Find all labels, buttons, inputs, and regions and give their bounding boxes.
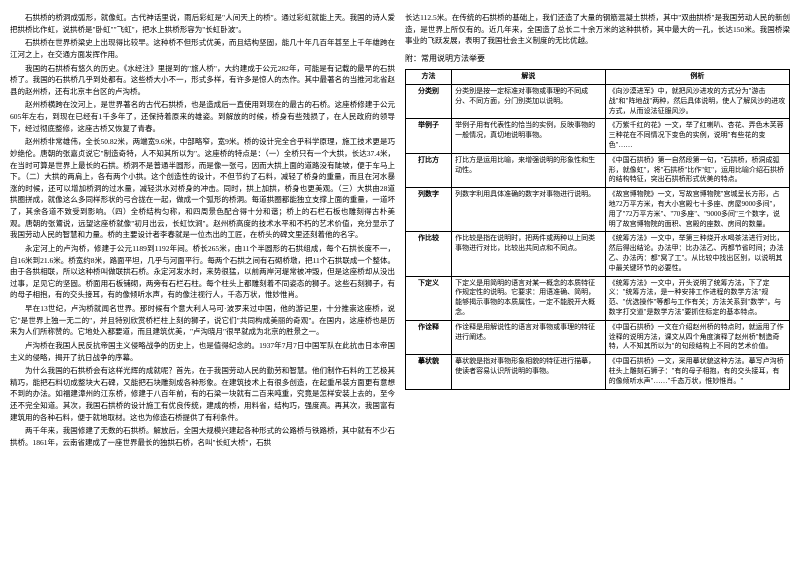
cell-method: 下定义 xyxy=(406,276,452,320)
para: 赵州桥非常雄伟，全长50.82米，两端宽9.6米，中部略窄，宽9米。桥的设计完全… xyxy=(10,136,395,241)
table-row: 下定义 下定义是用简明的语言对某一概念的本质特征作规定性的说明。它要求：用语准确… xyxy=(406,276,790,320)
right-column: 长达112.5米。在传统的石拱桥的基础上，我们还造了大量的钢筋混凝土拱桥，其中"… xyxy=(405,12,790,554)
col-example: 例析 xyxy=(605,70,789,85)
para: 早在13世纪，卢沟桥就闻名世界。那时候有个意大利人马可·波罗来过中国，他的游记里… xyxy=(10,303,395,338)
table-row: 列数字 列数字利用具体准确的数字对事物进行说明。 《故宫博物院》一文，写故宫博物… xyxy=(406,188,790,232)
col-explain: 解说 xyxy=(452,70,606,85)
cell-example: 《统筹方法》一文中，举第三种烧开水喝茶法进行对比，然后得出结论。办法甲：比办法乙… xyxy=(605,232,789,276)
left-column: 石拱桥的桥洞成弧形，就像虹。古代神话里说，雨后彩虹是"人间天上的桥"。通过彩虹就… xyxy=(10,12,395,554)
cell-method: 作诠释 xyxy=(406,320,452,354)
table-row: 摹状貌 摹状貌是指对事物形象相貌的特征进行描摹，使读者容易认识所说明的事物。 《… xyxy=(406,355,790,389)
cell-method: 列数字 xyxy=(406,188,452,232)
table-row: 分类别 分类别是按一定标准对事物或事理的不同成分、不同方面，分门别类加以说明。 … xyxy=(406,85,790,119)
cell-example: 《向沙漠进军》中，就把风沙进攻的方式分为"游击战"和"阵地战"两种，然后具体说明… xyxy=(605,85,789,119)
cell-example: 《统筹方法》一文中，开头说明了统筹方法，下了定义："统筹方法，是一种安排工作进程… xyxy=(605,276,789,320)
cell-method: 摹状貌 xyxy=(406,355,452,389)
para: 永定河上的卢沟桥，修建于公元1189到1192年间。桥长265米，由11个半圆形… xyxy=(10,243,395,301)
cell-explain: 列数字利用具体准确的数字对事物进行说明。 xyxy=(452,188,606,232)
methods-table: 方法 解说 例析 分类别 分类别是按一定标准对事物或事理的不同成分、不同方面，分… xyxy=(405,69,790,389)
cell-explain: 作比较是指在说明时，把两件或两种以上同类事物进行对比，比较出共同点和不同点。 xyxy=(452,232,606,276)
para: 石拱桥的桥洞成弧形，就像虹。古代神话里说，雨后彩虹是"人间天上的桥"。通过彩虹就… xyxy=(10,12,395,35)
para: 为什么我国的石拱桥会有这样光辉的成就呢？首先，在于我国劳动人民的勤劳和智慧。他们… xyxy=(10,365,395,423)
para: 赵州桥横跨在洨河上，是世界著名的古代石拱桥，也是造成后一直使用到现在的最古的石桥… xyxy=(10,99,395,134)
cell-example: 《万紫千红的花》一文，举了红喇叭、杏花、弄色木芙蓉三种花在不同情况下变色的实例，… xyxy=(605,119,789,153)
table-body: 分类别 分类别是按一定标准对事物或事理的不同成分、不同方面，分门别类加以说明。 … xyxy=(406,85,790,390)
table-row: 作比较 作比较是指在说明时，把两件或两种以上同类事物进行对比，比较出共同点和不同… xyxy=(406,232,790,276)
continuation-para: 长达112.5米。在传统的石拱桥的基础上，我们还造了大量的钢筋混凝土拱桥，其中"… xyxy=(405,12,790,47)
cell-explain: 打比方是运用比喻，来增强说明的形象性和生动性。 xyxy=(452,153,606,187)
cell-method: 分类别 xyxy=(406,85,452,119)
cell-method: 举例子 xyxy=(406,119,452,153)
cell-example: 《中国石拱桥》第一自然段第一句，"石拱桥，桥洞成弧形，就像虹"，将"石拱桥"比作… xyxy=(605,153,789,187)
table-title: 附：常用说明方法举要 xyxy=(405,53,790,65)
cell-example: 《中国石拱桥》一文，采用摹状貌这种方法。摹写卢沟桥柱头上雕刻石狮子："有的母子相… xyxy=(605,355,789,389)
cell-explain: 举例子用有代表性的恰当的实例，反映事物的一般情况，真切地说明事物。 xyxy=(452,119,606,153)
cell-explain: 下定义是用简明的语言对某一概念的本质特征作规定性的说明。它要求：用语准确、简明，… xyxy=(452,276,606,320)
col-method: 方法 xyxy=(406,70,452,85)
cell-explain: 分类别是按一定标准对事物或事理的不同成分、不同方面，分门别类加以说明。 xyxy=(452,85,606,119)
cell-method: 打比方 xyxy=(406,153,452,187)
para: 石拱桥在世界桥梁史上出现得比较早。这种桥不但形式优美，而且结构坚固，能几十年几百… xyxy=(10,37,395,60)
table-row: 举例子 举例子用有代表性的恰当的实例，反映事物的一般情况，真切地说明事物。 《万… xyxy=(406,119,790,153)
cell-explain: 作诠释是用解说性的语言对事物或事理的特征进行阐述。 xyxy=(452,320,606,354)
para: 我国的石拱桥有悠久的历史。《水经注》里提到的"旅人桥"，大约建成于公元282年，… xyxy=(10,63,395,98)
para: 卢沟桥在我国人民反抗帝国主义侵略战争的历史上，也是值得纪念的。1937年7月7日… xyxy=(10,340,395,363)
cell-method: 作比较 xyxy=(406,232,452,276)
cell-explain: 摹状貌是指对事物形象相貌的特征进行描摹，使读者容易认识所说明的事物。 xyxy=(452,355,606,389)
cell-example: 《中国石拱桥》一文在介绍赵州桥的特点时，就运用了作诠释的说明方法，课文从四个角度… xyxy=(605,320,789,354)
table-row: 打比方 打比方是运用比喻，来增强说明的形象性和生动性。 《中国石拱桥》第一自然段… xyxy=(406,153,790,187)
table-row: 作诠释 作诠释是用解说性的语言对事物或事理的特征进行阐述。 《中国石拱桥》一文在… xyxy=(406,320,790,354)
table-header-row: 方法 解说 例析 xyxy=(406,70,790,85)
cell-example: 《故宫博物院》一文，写故宫博物院"宫城呈长方形，占地72万平方米，有大小宫殿七十… xyxy=(605,188,789,232)
para: 两千年来，我国修建了无数的石拱桥。解放后，全国大规模兴建起各种形式的公路桥与铁路… xyxy=(10,425,395,448)
